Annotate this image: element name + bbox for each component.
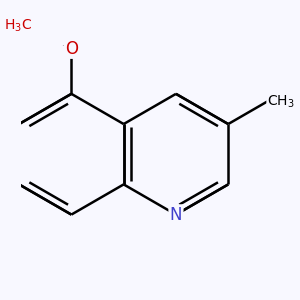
Text: N: N — [170, 206, 182, 224]
Text: O: O — [65, 40, 78, 58]
Text: H$_3$C: H$_3$C — [4, 18, 32, 34]
Text: CH$_3$: CH$_3$ — [267, 93, 295, 110]
